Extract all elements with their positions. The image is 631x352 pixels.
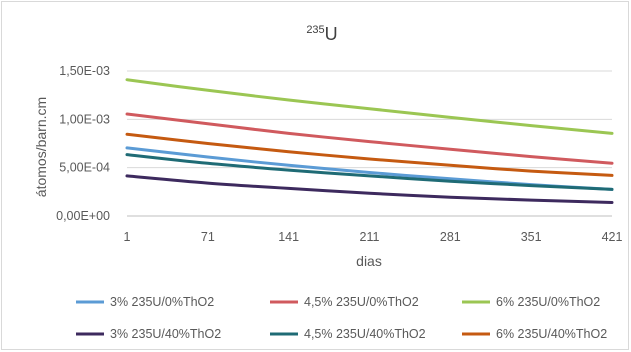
y-tick-label: 0,00E+00 (56, 209, 110, 223)
chart-title-superscript: 235 (306, 24, 324, 36)
x-tick-label: 421 (602, 230, 623, 244)
y-tick-label: 5,00E-04 (59, 161, 110, 175)
x-tick-label: 1 (124, 230, 131, 244)
x-axis-title: dias (356, 253, 382, 269)
legend: 3% 235U/0%ThO2 4,5% 235U/0%ThO2 6% 235U/0%… (76, 295, 607, 341)
x-tick-label: 141 (278, 230, 299, 244)
legend-label: 4,5% 235U/40%ThO2 (304, 327, 426, 341)
y-tick-labels: 0,00E+00 5,00E-04 1,00E-03 1,50E-03 (56, 64, 110, 223)
x-tick-label: 351 (521, 230, 542, 244)
series-group (127, 80, 612, 203)
y-axis-title: átomos/barn.cm (33, 97, 49, 197)
series-line-3 (127, 80, 612, 134)
legend-label: 3% 235U/40%ThO2 (110, 327, 221, 341)
y-tick-label: 1,00E-03 (59, 112, 110, 126)
x-tick-label: 281 (440, 230, 461, 244)
y-tick-label: 1,50E-03 (59, 64, 110, 78)
chart-title: 235U (306, 24, 337, 44)
series-line-4 (127, 176, 612, 203)
legend-label: 3% 235U/0%ThO2 (110, 295, 214, 309)
x-tick-label: 211 (360, 230, 380, 244)
legend-label: 6% 235U/40%ThO2 (496, 327, 607, 341)
x-tick-labels: 1 71 141 211 281 351 421 (124, 230, 623, 244)
x-tick-label: 71 (201, 230, 215, 244)
legend-label: 4,5% 235U/0%ThO2 (304, 295, 419, 309)
legend-label: 6% 235U/0%ThO2 (496, 295, 600, 309)
chart-title-main: U (325, 24, 338, 44)
